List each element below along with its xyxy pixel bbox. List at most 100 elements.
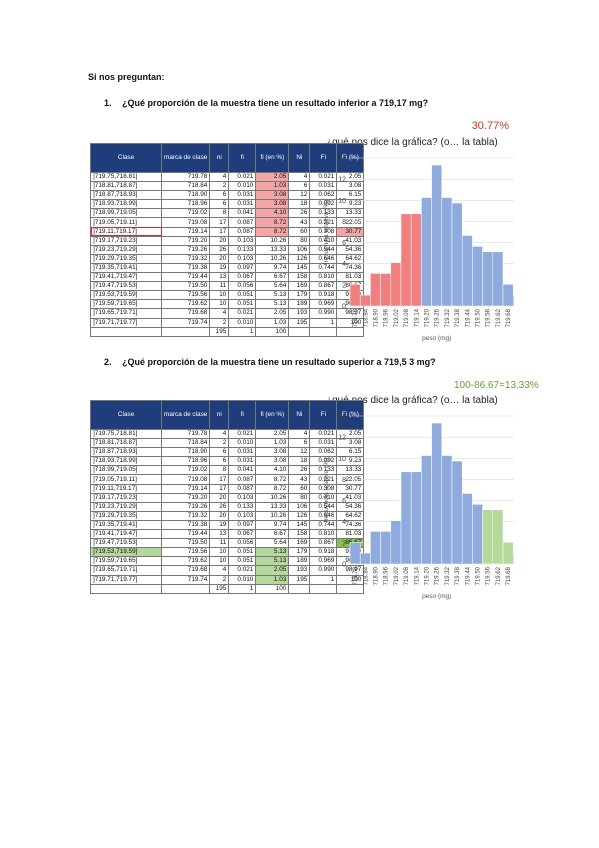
table-cell: 8.72 — [255, 226, 290, 237]
table-cell: 0.056 — [228, 281, 257, 292]
table-cell: 1.03 — [255, 574, 290, 585]
table-cell: 4.10 — [255, 208, 290, 219]
table-cell: 12 — [288, 190, 311, 201]
table-cell: ]719.71,719.77] — [90, 317, 162, 328]
table-cell: 0.010 — [228, 181, 257, 192]
chart-1-question: ¿qué nos dice la gráfica? (o… la tabla) — [326, 137, 498, 148]
table-cell: 5.13 — [255, 290, 290, 301]
table-cell: 26 — [288, 465, 311, 476]
table-cell: 4 — [209, 308, 230, 319]
histogram-bar — [512, 552, 514, 565]
table-cell: 60 — [288, 226, 311, 237]
table-cell: 6 — [209, 190, 230, 201]
x-tick-label: 719.38 — [455, 308, 461, 327]
table-cell: 718.90 — [160, 447, 211, 458]
histogram-bar — [502, 542, 514, 565]
x-tick-label: 719.26 — [435, 566, 441, 585]
table-cell: 126 — [288, 510, 311, 521]
table-empty-cell — [160, 326, 211, 337]
table-cell: ]718.81,718.87] — [90, 438, 162, 449]
table-cell: ]719.75,718.81] — [90, 171, 162, 183]
table-cell: ]719.29,719.35] — [90, 510, 162, 521]
table-cell: ]719.11,719.17] — [90, 226, 162, 237]
table-cell: 3.08 — [255, 447, 290, 458]
table-total-cell: 1 — [228, 583, 257, 594]
table-total-cell: 100 — [255, 326, 290, 337]
table-cell: 6 — [288, 181, 311, 192]
histogram-bar — [482, 509, 494, 565]
table-cell: 81.03 — [336, 272, 365, 283]
table-cell: 0.021 — [228, 428, 257, 440]
table-cell: 4 — [288, 428, 311, 440]
table-cell: ]719.59,719.65] — [90, 556, 162, 567]
table-cell: 5.64 — [255, 538, 290, 549]
table-cell: 0.103 — [228, 253, 257, 264]
x-tick-label: 719.20 — [425, 566, 431, 585]
table-cell: 8.72 — [255, 217, 290, 228]
table-cell: 0.010 — [228, 317, 257, 328]
table-cell: 719.08 — [160, 474, 211, 485]
x-tick-label: 719.08 — [404, 566, 410, 585]
x-axis-label: peso (mg) — [422, 335, 451, 342]
table-cell: 718.84 — [160, 438, 211, 449]
table-cell: ]719.53,719.59] — [90, 290, 162, 301]
table-cell: ]719.41,719.47] — [90, 529, 162, 540]
table-header-cell: Clase — [90, 143, 162, 173]
table-cell: 4 — [288, 171, 311, 183]
table-cell: 13 — [209, 529, 230, 540]
table-cell: 3.08 — [255, 190, 290, 201]
table-header-cell: fi (en %) — [255, 143, 290, 173]
table-cell: 6.67 — [255, 272, 290, 283]
histogram-bar — [410, 213, 422, 307]
table-cell: 158 — [288, 529, 311, 540]
table-cell: 719.50 — [160, 538, 211, 549]
table-cell: 179 — [288, 290, 311, 301]
table-cell: 10 — [209, 290, 230, 301]
y-tick-label: 2 — [342, 282, 346, 289]
table-cell: ]719.65,719.71] — [90, 308, 162, 319]
histogram-bar — [421, 197, 432, 307]
table-cell: 54.36 — [336, 501, 365, 512]
table-cell: ]719.65,719.71] — [90, 565, 162, 576]
table-cell: 13.33 — [255, 244, 290, 255]
y-tick-label: 0 — [342, 562, 346, 569]
table-cell: ]719.47,719.53] — [90, 281, 162, 292]
table-cell: 106 — [288, 501, 311, 512]
table-cell: 80 — [288, 492, 311, 503]
table-row: ]719.17,719.23] 719.20 20 0.103 10.26 80 0.410… — [90, 492, 365, 503]
table-cell: ]718.81,718.87] — [90, 181, 162, 192]
x-tick-label: 718.84 — [363, 308, 369, 327]
table-header-cell: fi — [228, 400, 257, 430]
table-header-cell: ni — [209, 400, 230, 430]
table-cell: 0.097 — [228, 519, 257, 531]
table-cell: 719.44 — [160, 529, 211, 540]
table-cell: 0.087 — [228, 217, 257, 228]
x-tick-label: 719.50 — [476, 308, 482, 327]
table-cell: 18 — [288, 199, 311, 210]
table-cell: 2 — [209, 317, 230, 328]
table-cell: 8.72 — [255, 483, 290, 494]
table-cell: 0.067 — [228, 272, 257, 283]
table-cell: 719.08 — [160, 217, 211, 228]
table-empty-cell — [288, 326, 311, 337]
y-tick-label: 8 — [342, 219, 346, 226]
x-tick-label: 719.02 — [394, 566, 400, 585]
histogram-bar — [370, 531, 381, 565]
table-cell: 719.68 — [160, 565, 211, 576]
histogram-bar — [492, 251, 504, 307]
table-cell: 19 — [209, 262, 230, 274]
table-totals-row: 195 1 100 — [90, 326, 365, 337]
table-cell: 98.97 — [336, 308, 365, 319]
table-total-cell: 195 — [209, 326, 230, 337]
table-cell: 0.031 — [228, 456, 257, 467]
table-cell: 6 — [209, 199, 230, 210]
table-cell: 8 — [209, 208, 230, 219]
table-cell: 6 — [209, 447, 230, 458]
x-tick-label: 718.84 — [363, 566, 369, 585]
table-cell: 0.133 — [228, 501, 257, 512]
table-row: ]719.41,719.47] 719.44 13 0.067 6.67 158 0.810… — [90, 272, 365, 283]
table-cell: 195 — [288, 574, 311, 585]
table-cell: ]719.23,719.29] — [90, 501, 162, 512]
table-cell: 13.33 — [255, 501, 290, 512]
question-2-answer: 100-86.67=13.33% — [454, 380, 539, 391]
